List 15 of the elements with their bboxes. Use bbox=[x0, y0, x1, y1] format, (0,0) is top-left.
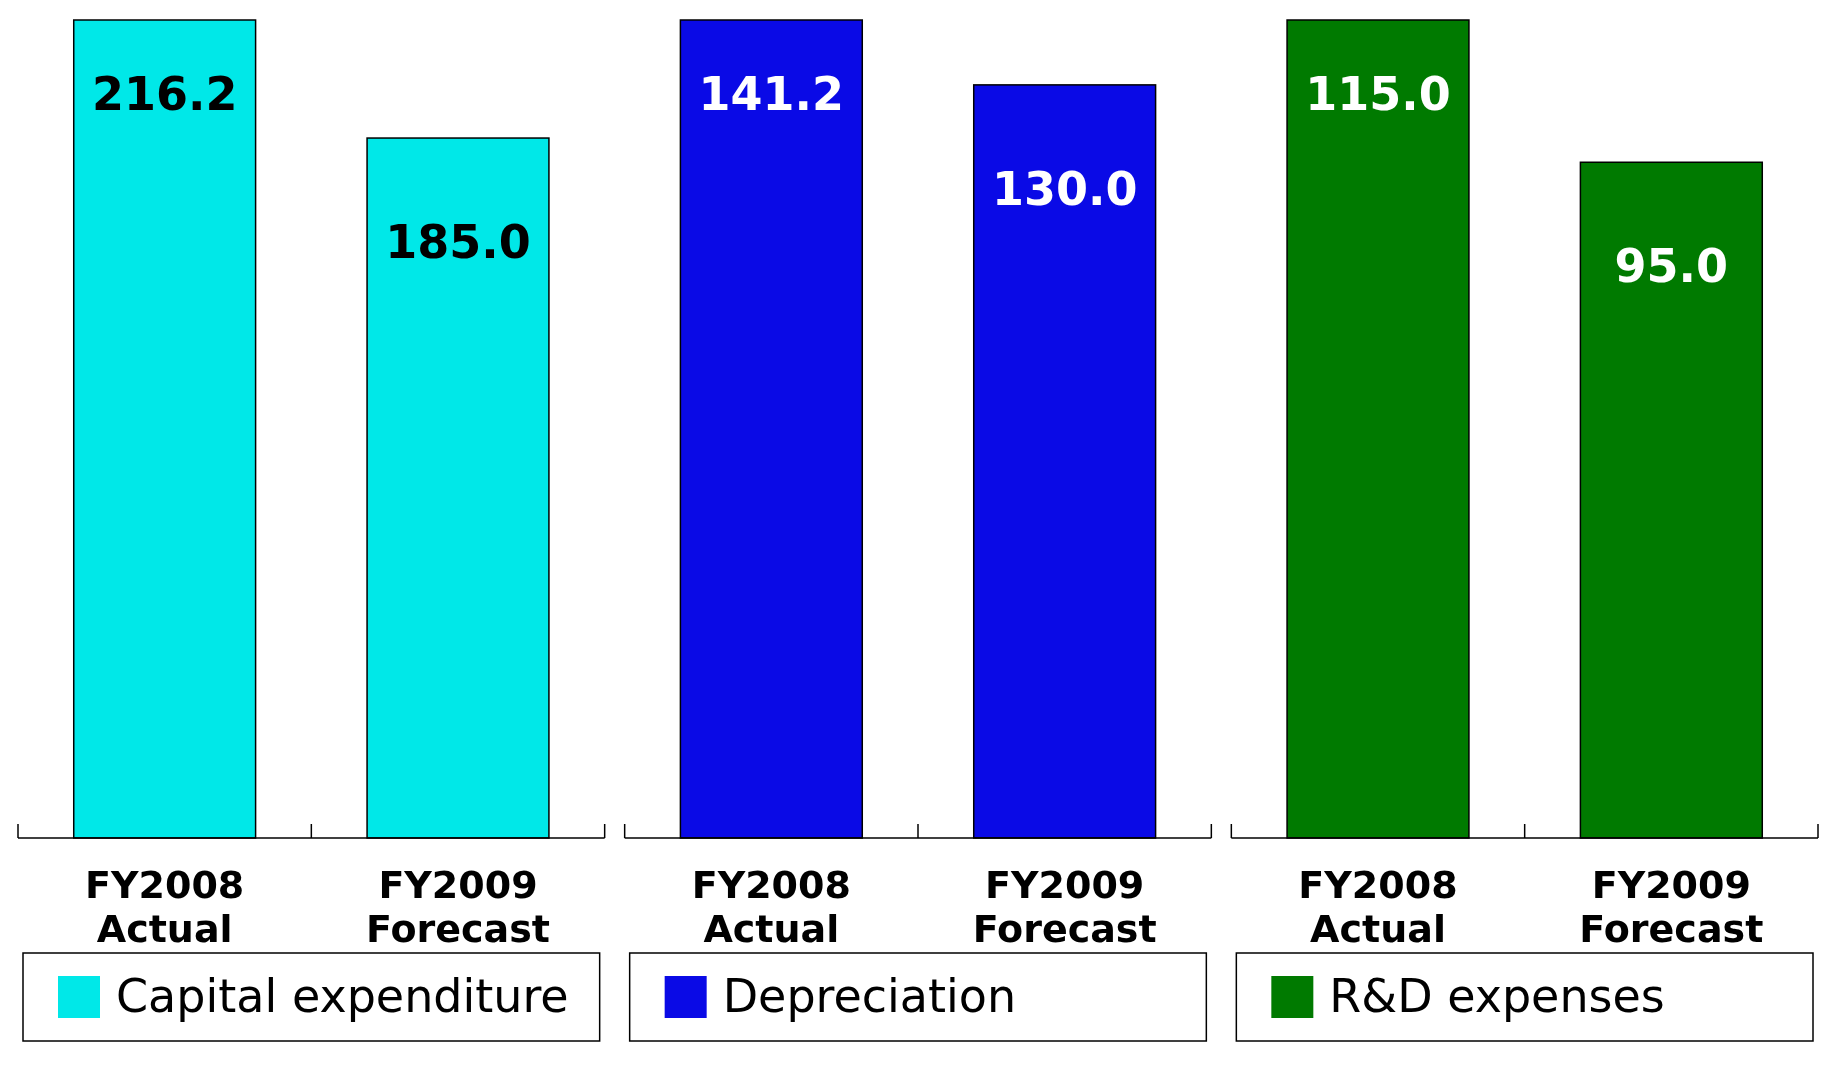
x-tick-label: FY2008 Actual bbox=[85, 863, 245, 951]
x-tick-label: FY2008 Actual bbox=[1298, 863, 1458, 951]
x-tick-label: FY2009 Forecast bbox=[366, 863, 550, 951]
text: Depreciation bbox=[722, 969, 1017, 1023]
x-tick-label: FY2009 Forecast bbox=[1579, 863, 1764, 951]
data-label: 115.0 bbox=[1305, 67, 1451, 121]
text: R&D expenses bbox=[1329, 969, 1665, 1023]
x-tick-label: FY2008 Actual bbox=[691, 863, 851, 951]
data-label: 130.0 bbox=[991, 161, 1138, 216]
data-label: 185.0 bbox=[385, 215, 531, 270]
data-label: 216.2 bbox=[91, 67, 238, 121]
data-label: 95.0 bbox=[1614, 239, 1729, 294]
text: Capital expenditure bbox=[116, 969, 569, 1023]
data-label: 141.2 bbox=[698, 67, 845, 121]
x-tick-label: FY2009 Forecast bbox=[972, 863, 1157, 951]
